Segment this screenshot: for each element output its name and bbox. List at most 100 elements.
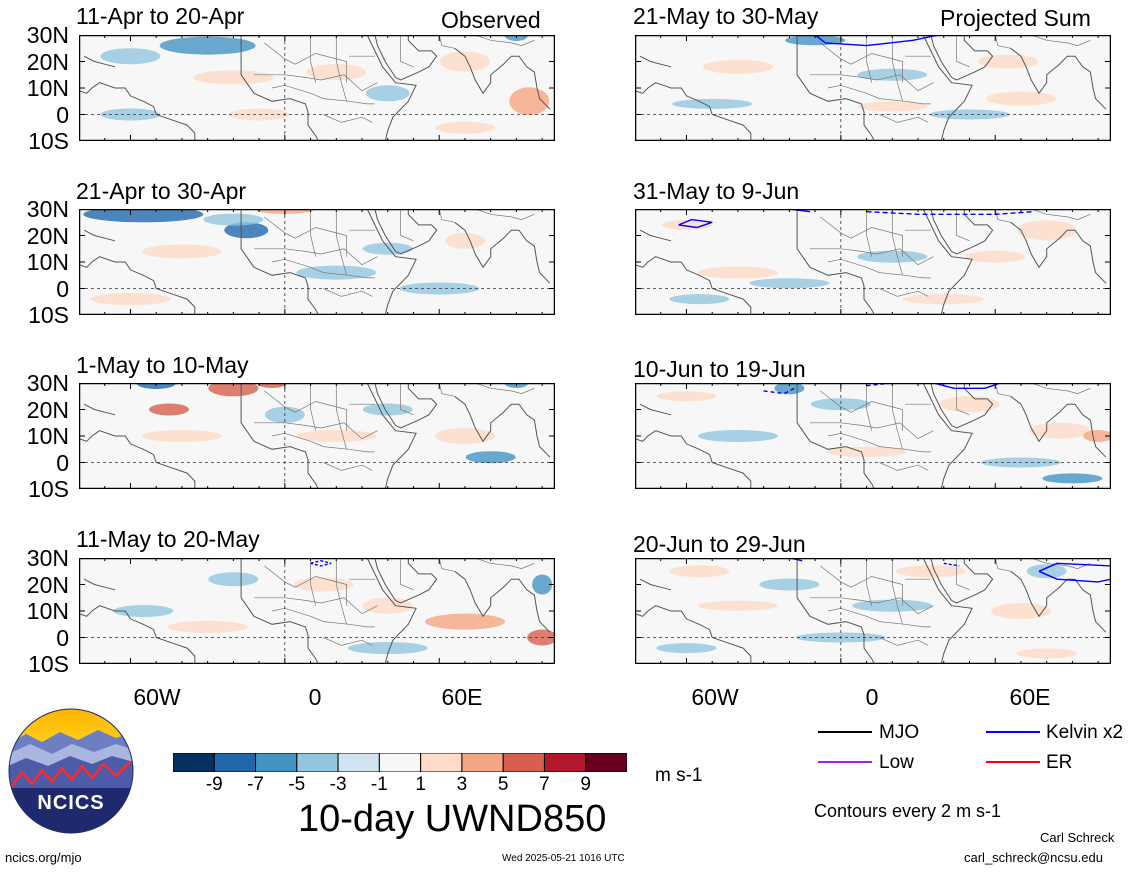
lat-tick-label: 10S (28, 128, 69, 154)
coastline (639, 229, 672, 242)
country-border (254, 422, 378, 440)
coastline (639, 403, 672, 416)
country-border (475, 35, 535, 46)
country-border (323, 462, 373, 471)
kelvin-contour (678, 218, 713, 229)
coastline (930, 209, 994, 255)
coastline (1010, 221, 1107, 284)
wind-anomaly-blob (193, 70, 274, 85)
wind-anomaly-blob (83, 209, 204, 223)
coastline (454, 47, 551, 110)
coastline (454, 395, 551, 458)
country-border (264, 42, 347, 83)
coastline (796, 383, 875, 489)
wind-anomaly-blob (656, 643, 717, 654)
country-border (1031, 383, 1091, 394)
wind-anomaly-blob (697, 430, 778, 442)
observed-header: Observed (441, 7, 541, 33)
colorbar-swatch (172, 752, 215, 773)
contour-note: Contours every 2 m s-1 (814, 801, 1002, 821)
colorbar-title: 10-day UWND850 (298, 798, 607, 840)
lat-tick-label: 20N (26, 396, 69, 423)
coastline (374, 209, 438, 255)
country-border (810, 597, 934, 615)
country-border (264, 216, 347, 257)
country-border (323, 637, 373, 646)
country-border (400, 383, 414, 416)
wind-anomaly-blob (672, 98, 753, 109)
wind-anomaly-blob (669, 565, 730, 578)
country-border (400, 209, 414, 242)
country-border (264, 390, 347, 431)
coastline (366, 35, 417, 141)
colorbar-swatch (337, 752, 380, 773)
coastline (240, 35, 319, 141)
country-border (438, 209, 455, 223)
coastline (922, 383, 973, 489)
colorbar-swatch (543, 752, 587, 773)
lat-tick-label: 0 (56, 449, 69, 476)
wind-anomaly-blob (141, 244, 222, 259)
country-border (866, 383, 873, 431)
colorbar-swatch (420, 752, 463, 773)
wind-anomaly-blob (939, 396, 1000, 413)
colorbar-swatch (296, 752, 339, 773)
country-border (335, 558, 347, 625)
wind-anomaly-blob (759, 578, 820, 591)
colorbar-tick-label: 1 (415, 774, 426, 795)
coastline (79, 430, 196, 489)
coastline (635, 605, 752, 664)
wind-anomaly-blob (1026, 564, 1067, 579)
wind-anomaly-blob (669, 294, 730, 305)
country-border (810, 74, 934, 92)
country-border (335, 35, 347, 102)
footer-timestamp: Wed 2025-05-21 1016 UTC (502, 853, 625, 864)
wind-anomaly-blob (362, 597, 413, 614)
colorbar-swatch (255, 752, 298, 773)
coastline (635, 82, 752, 141)
colorbar-swatch (502, 752, 545, 773)
kelvin-contour (310, 559, 332, 567)
wind-anomaly-blob (159, 36, 256, 55)
coastline (639, 578, 672, 591)
country-border (879, 288, 929, 297)
wind-anomaly-blob (978, 54, 1039, 69)
coastline (930, 558, 994, 604)
coastline (635, 256, 752, 315)
country-border (400, 35, 414, 68)
country-border (956, 383, 970, 416)
wind-anomaly-blob (293, 577, 354, 592)
wind-anomaly-blob (424, 613, 505, 630)
lat-tick-label: 10N (26, 75, 69, 101)
footer-email[interactable]: carl_schreck@ncsu.edu (964, 850, 1103, 865)
colorbar-tick-label: -7 (247, 774, 264, 795)
kelvin-contour (943, 562, 960, 567)
country-border (956, 35, 970, 68)
wind-anomaly-blob (208, 572, 259, 587)
wind-anomaly-blob (1042, 473, 1103, 484)
wind-anomaly-blob (141, 430, 222, 442)
wind-anomaly-blob (444, 232, 485, 249)
country-border (1031, 558, 1091, 569)
footer-url[interactable]: ncics.org/mjo (5, 850, 82, 865)
ncics-logo: NCICS (8, 708, 134, 834)
legend-label-low: Low (879, 752, 914, 773)
lat-tick-label: 10N (26, 598, 69, 624)
coastline (374, 383, 438, 429)
colorbar-tick-label: -3 (329, 774, 347, 795)
country-border (310, 383, 317, 431)
wind-anomaly-blob (167, 620, 248, 633)
map-panel (79, 209, 555, 315)
panel-title: 21-May to 30-May (633, 3, 819, 29)
lat-tick-label: 0 (56, 275, 69, 302)
country-border (891, 35, 903, 102)
wind-anomaly-blob (1016, 220, 1077, 241)
country-border (956, 558, 970, 591)
wind-anomaly-blob (985, 91, 1056, 106)
panel-title: 20-Jun to 29-Jun (633, 531, 806, 557)
wind-anomaly-blob (224, 222, 269, 239)
kelvin-contour (866, 211, 1034, 215)
coastline (930, 383, 994, 429)
colorbar-swatch (461, 752, 504, 773)
lat-tick-label: 10N (26, 423, 69, 449)
